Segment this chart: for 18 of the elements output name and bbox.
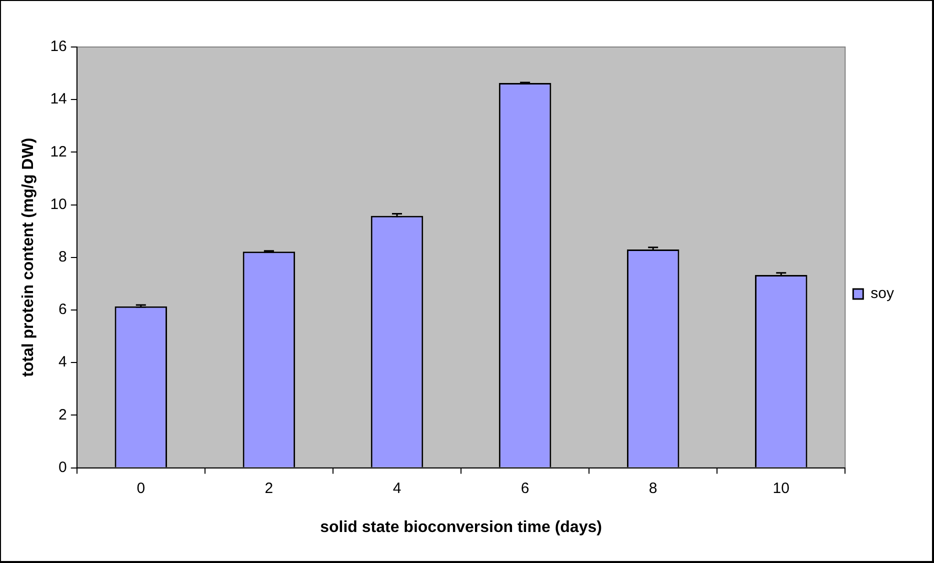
y-tick-label: 16 [50,38,67,56]
x-tick-label: 8 [648,480,658,497]
legend-label: soy [870,285,894,302]
y-tick-label: 2 [58,406,67,424]
y-tick-label: 6 [58,301,67,318]
y-tick-label: 4 [58,354,67,371]
x-tick-label: 2 [264,480,274,497]
x-tick-label: 0 [136,480,146,497]
x-tick-label: 6 [520,480,530,497]
x-axis-title: solid state bioconversion time (days) [320,518,602,536]
y-tick-label: 10 [50,196,67,213]
x-tick-label: 4 [392,480,402,497]
y-tick-label: 8 [58,248,67,266]
y-axis-title: total protein content (mg/g DW) [20,138,38,377]
y-tick-label: 14 [50,90,67,108]
y-tick-label: 12 [50,143,67,160]
y-tick-label: 0 [58,458,67,476]
x-tick-label: 10 [772,480,790,497]
